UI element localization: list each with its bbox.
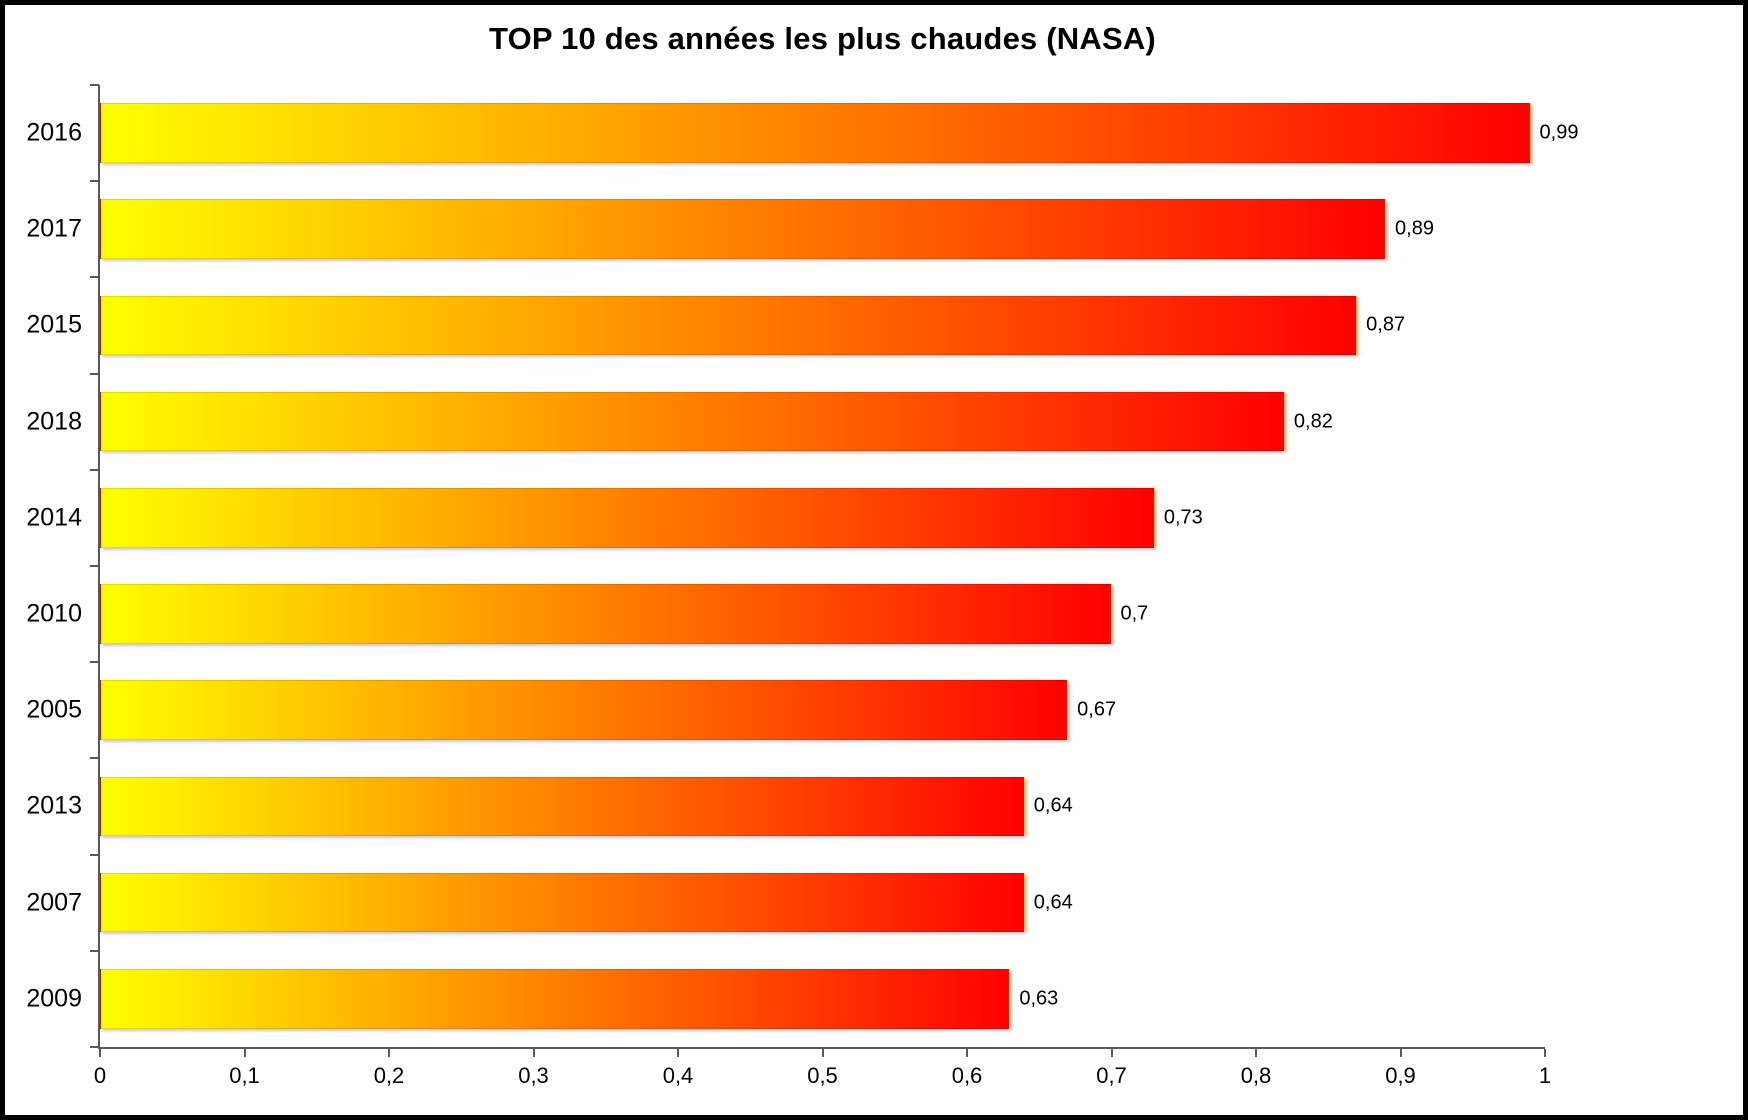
bar xyxy=(100,969,1011,1029)
category-label: 2014 xyxy=(26,503,82,532)
category-label: 2009 xyxy=(26,984,82,1013)
y-axis-line xyxy=(98,85,100,1047)
bar-row: 2017 0,89 xyxy=(26,181,1545,277)
value-label: 0,99 xyxy=(1539,121,1579,144)
bar xyxy=(100,391,1285,452)
y-tick-mark xyxy=(90,468,99,471)
value-label: 0,89 xyxy=(1395,217,1434,240)
bar-row: 2013 0,64 xyxy=(26,758,1545,854)
category-label: 2015 xyxy=(26,310,82,339)
chart-title: TOP 10 des années les plus chaudes (NASA… xyxy=(489,21,1156,56)
category-label: 2017 xyxy=(26,214,82,243)
x-tick-mark xyxy=(966,1049,968,1057)
y-tick-mark xyxy=(90,1046,99,1048)
y-tick-mark xyxy=(90,757,99,760)
x-tick-label: 0,3 xyxy=(518,1063,549,1088)
value-label: 0,64 xyxy=(1033,794,1073,817)
value-label: 0,67 xyxy=(1077,698,1117,721)
x-tick-label: 0,9 xyxy=(1385,1063,1416,1088)
bar-row: 2010 0,7 xyxy=(26,566,1545,662)
bar-row: 2007 0,64 xyxy=(26,855,1545,951)
y-tick-mark xyxy=(90,276,99,279)
x-tick-mark xyxy=(677,1049,679,1057)
y-tick-mark xyxy=(90,949,99,952)
x-tick-mark xyxy=(1544,1049,1546,1057)
value-label: 0,87 xyxy=(1366,313,1406,336)
x-tick-label: 0,8 xyxy=(1240,1063,1272,1088)
value-label: 0,7 xyxy=(1120,602,1149,625)
y-tick-mark xyxy=(90,180,99,183)
x-tick-mark xyxy=(1255,1049,1257,1057)
category-label: 2018 xyxy=(26,407,82,436)
value-label: 0,82 xyxy=(1293,410,1333,433)
x-tick-mark xyxy=(99,1049,101,1057)
bar xyxy=(100,199,1387,260)
x-tick-mark xyxy=(388,1049,390,1057)
x-tick-label: 0,4 xyxy=(662,1063,694,1088)
x-tick-label: 0,2 xyxy=(373,1063,405,1088)
category-label: 2016 xyxy=(26,118,82,147)
x-tick-mark xyxy=(821,1049,824,1057)
y-tick-mark xyxy=(90,565,99,567)
bar-row: 2015 0,87 xyxy=(26,277,1545,373)
x-tick-label: 0,1 xyxy=(229,1063,260,1088)
category-label: 2010 xyxy=(26,599,82,628)
value-label: 0,73 xyxy=(1163,506,1203,529)
x-tick-mark xyxy=(532,1049,535,1057)
bar-row: 2018 0,82 xyxy=(26,374,1545,470)
bar xyxy=(100,872,1025,933)
x-tick-label: 0 xyxy=(93,1063,107,1088)
bar-row: 2009 0,63 xyxy=(26,951,1545,1047)
bar xyxy=(100,776,1025,837)
value-label: 0,64 xyxy=(1033,891,1073,914)
x-tick-label: 0,5 xyxy=(807,1063,838,1088)
bar xyxy=(100,488,1155,548)
bar-row: 2014 0,73 xyxy=(26,470,1545,566)
x-tick-label: 1 xyxy=(1538,1063,1552,1088)
x-tick-mark xyxy=(1110,1049,1113,1057)
y-tick-mark xyxy=(90,84,99,86)
y-tick-mark xyxy=(90,372,99,375)
bar xyxy=(100,680,1069,741)
bar-row: 2016 0,99 xyxy=(26,85,1578,181)
bar-row: 2005 0,67 xyxy=(26,662,1545,758)
bar xyxy=(100,584,1112,644)
x-axis-line xyxy=(98,1047,1545,1049)
plot-area: 2016 0,99 2017 0,89 2015 0,87 2018 0,82 2014 0,73… xyxy=(26,84,1578,1088)
y-tick-mark xyxy=(90,661,99,664)
category-label: 2007 xyxy=(26,888,82,917)
category-label: 2013 xyxy=(26,791,82,820)
y-tick-mark xyxy=(90,853,99,856)
x-tick-label: 0,6 xyxy=(951,1063,983,1088)
bar xyxy=(100,295,1358,356)
value-label: 0,63 xyxy=(1019,987,1059,1010)
category-label: 2005 xyxy=(26,695,82,724)
x-tick-mark xyxy=(1399,1049,1402,1057)
x-tick-label: 0,7 xyxy=(1096,1063,1127,1088)
bar xyxy=(100,103,1531,163)
x-tick-mark xyxy=(243,1049,246,1057)
